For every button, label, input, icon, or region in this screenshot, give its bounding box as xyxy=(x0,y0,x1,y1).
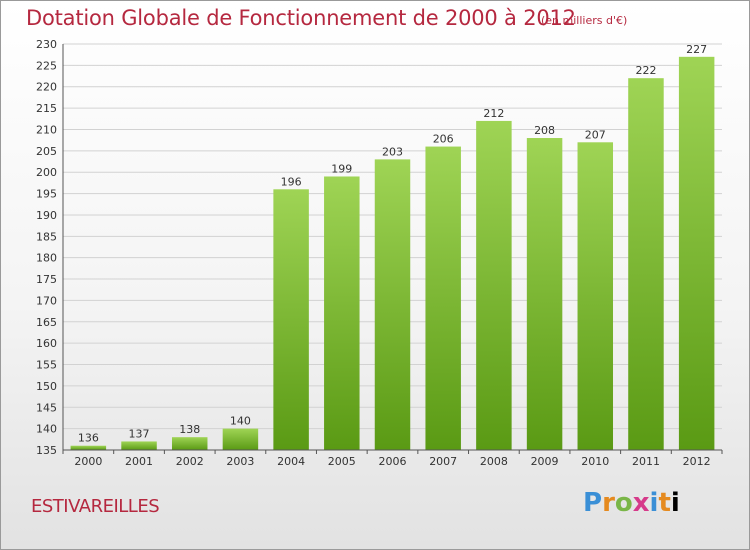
bar-2004 xyxy=(273,189,309,450)
x-tick-label: 2002 xyxy=(176,455,204,468)
y-tick-label: 145 xyxy=(36,401,57,414)
y-tick-label: 135 xyxy=(36,444,57,457)
data-label: 208 xyxy=(534,124,555,137)
data-label: 199 xyxy=(331,162,352,175)
bar-2006 xyxy=(374,159,411,451)
data-label: 196 xyxy=(281,175,302,188)
x-tick-label: 2009 xyxy=(531,455,559,468)
x-tick-label: 2001 xyxy=(125,455,153,468)
y-tick-label: 175 xyxy=(36,273,57,286)
y-tick-label: 150 xyxy=(36,380,57,393)
y-tick-label: 220 xyxy=(36,81,57,94)
bar-2012 xyxy=(678,56,715,451)
bar-2002 xyxy=(171,437,208,450)
y-tick-label: 230 xyxy=(36,38,57,51)
x-tick-label: 2011 xyxy=(632,455,660,468)
chart-subtitle: (en milliers d'€) xyxy=(541,14,628,27)
y-tick-label: 195 xyxy=(36,188,57,201)
data-label: 206 xyxy=(433,133,454,146)
y-tick-labels: 135 140 145 150 155 160 165 170 175 180 185 190 195 2… xyxy=(36,38,57,457)
x-tick-label: 2000 xyxy=(74,455,102,468)
y-tick-label: 205 xyxy=(36,145,57,158)
data-label: 203 xyxy=(382,145,403,158)
x-tick-label: 2012 xyxy=(683,455,711,468)
data-label: 140 xyxy=(230,415,251,428)
x-tick-label: 2006 xyxy=(379,455,407,468)
bar-2009 xyxy=(526,138,563,450)
x-tick-label: 2008 xyxy=(480,455,508,468)
y-tick-label: 140 xyxy=(36,423,57,436)
y-tick-label: 160 xyxy=(36,337,57,350)
data-label: 222 xyxy=(635,64,656,77)
data-label: 227 xyxy=(686,43,707,56)
town-name: ESTIVAREILLES xyxy=(31,496,160,517)
bar-2007 xyxy=(425,146,461,450)
axes xyxy=(62,44,722,451)
data-labels: 136 137 138 140 196 199 203 206 212 208 207 222 227 xyxy=(78,43,707,445)
y-tick-label: 190 xyxy=(36,209,57,222)
bar-2010 xyxy=(577,142,614,450)
x-tick-label: 2005 xyxy=(328,455,356,468)
bar-2008 xyxy=(476,120,512,450)
chart-title: Dotation Globale de Fonctionnement de 20… xyxy=(26,6,576,30)
x-tick-label: 2004 xyxy=(277,455,305,468)
data-label: 138 xyxy=(179,423,200,436)
data-label: 207 xyxy=(585,128,606,141)
bar-2000 xyxy=(70,445,107,450)
y-tick-label: 185 xyxy=(36,230,57,243)
y-tick-label: 200 xyxy=(36,166,57,179)
y-tick-label: 180 xyxy=(36,252,57,265)
x-tick-label: 2003 xyxy=(226,455,254,468)
y-tick-label: 225 xyxy=(36,59,57,72)
bar-2001 xyxy=(121,441,157,450)
data-label: 137 xyxy=(129,427,150,440)
y-tick-label: 165 xyxy=(36,316,57,329)
x-tick-label: 2010 xyxy=(581,455,609,468)
y-tick-label: 215 xyxy=(36,102,57,115)
x-tick-labels: 2000 2001 2002 2003 2004 2005 2006 2007 2008 2009… xyxy=(62,450,723,468)
bars xyxy=(70,56,715,451)
bar-2011 xyxy=(628,78,664,450)
bar-2005 xyxy=(324,176,360,451)
data-label: 212 xyxy=(483,107,504,120)
y-tick-label: 155 xyxy=(36,359,57,372)
bar-2003 xyxy=(222,428,259,450)
y-tick-label: 170 xyxy=(36,294,57,307)
y-tick-label: 210 xyxy=(36,123,57,136)
x-tick-label: 2007 xyxy=(429,455,457,468)
proxiti-logo: Proxiti xyxy=(583,488,680,518)
data-label: 136 xyxy=(78,432,99,445)
